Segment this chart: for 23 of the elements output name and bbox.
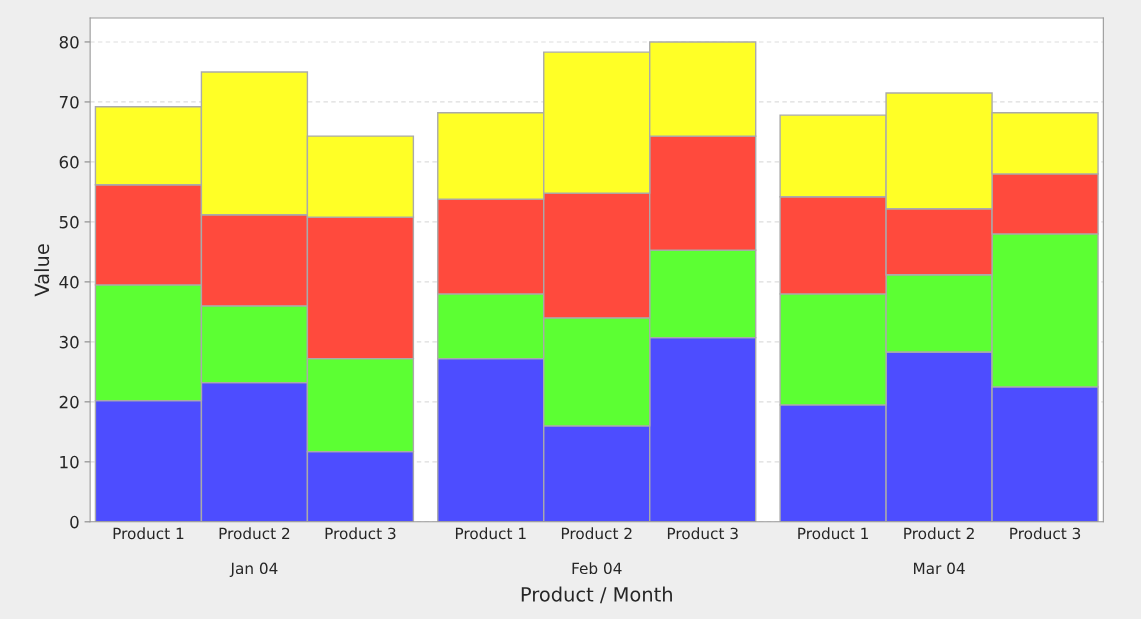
y-tick-label: 50 [59,215,79,229]
y-tick-label: 80 [59,35,79,49]
text: Feb 04 [572,562,622,575]
x-tick-label: Product 2 [561,527,632,540]
x-tick-label: Product 3 [1010,527,1081,540]
x-tick-label: Product 1 [113,527,184,540]
y-tick-label: 10 [60,455,79,469]
x-tick-label: Product 1 [798,527,868,540]
y-tick-label: 20 [59,395,79,409]
y-tick-label: 30 [59,335,79,349]
y-axis-title: Value [34,244,50,297]
x-tick-label: Product 2 [904,527,974,540]
y-tick-label: 0 [70,515,79,529]
y-tick-label: 40 [59,275,79,289]
x-tick-label: Product 1 [455,527,526,540]
text: Jan 04 [229,562,278,577]
text: Mar 04 [914,562,965,575]
x-tick-label: Product 3 [667,527,738,540]
y-tick-label: 70 [59,95,79,109]
x-tick-label: Product 3 [325,527,396,540]
y-tick-label: 60 [59,155,79,169]
x-tick-label: Product 2 [219,527,290,540]
x-axis-title: Product / Month [521,586,672,604]
